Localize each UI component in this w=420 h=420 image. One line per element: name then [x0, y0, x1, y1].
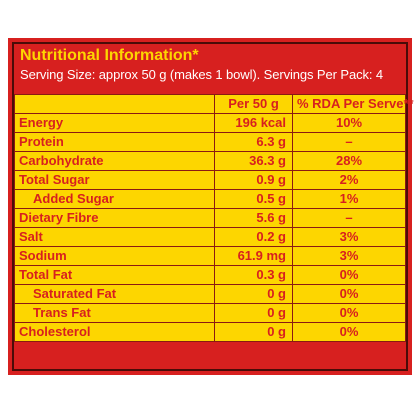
header-nutrient — [14, 94, 215, 114]
nutrient-name: Salt — [14, 227, 215, 247]
nutrient-per-serve: 5.6 g — [214, 208, 293, 228]
nutrient-name: Cholesterol — [14, 322, 215, 342]
table-row: Trans Fat 0 g 0% — [14, 303, 406, 323]
nutrient-rda: 0% — [292, 322, 406, 342]
table-row: Cholesterol 0 g 0% — [14, 322, 406, 342]
table-row: Salt 0.2 g 3% — [14, 227, 406, 247]
table-row: Sodium 61.9 mg 3% — [14, 246, 406, 266]
nutrient-rda: – — [292, 132, 406, 152]
nutrient-per-serve: 0.3 g — [214, 265, 293, 285]
nutrition-table: Per 50 g % RDA Per Serve** Energy 196 kc… — [14, 94, 414, 342]
nutrient-per-serve: 36.3 g — [214, 151, 293, 171]
nutrition-panel: Nutritional Information* Serving Size: a… — [8, 38, 414, 375]
nutrient-name: Sodium — [14, 246, 215, 266]
nutrient-name: Added Sugar — [14, 189, 215, 209]
table-row: Energy 196 kcal 10% — [14, 113, 406, 133]
nutrient-rda: 0% — [292, 265, 406, 285]
nutrient-rda: 10% — [292, 113, 406, 133]
table-header-row: Per 50 g % RDA Per Serve** — [14, 94, 414, 114]
nutrient-per-serve: 196 kcal — [214, 113, 293, 133]
nutrient-name: Energy — [14, 113, 215, 133]
nutrient-rda: 2% — [292, 170, 406, 190]
table-row: Added Sugar 0.5 g 1% — [14, 189, 406, 209]
nutrient-per-serve: 0.9 g — [214, 170, 293, 190]
nutrition-panel-border: Nutritional Information* Serving Size: a… — [12, 42, 414, 371]
nutrient-name: Dietary Fibre — [14, 208, 215, 228]
table-row: Saturated Fat 0 g 0% — [14, 284, 406, 304]
nutrient-per-serve: 0.5 g — [214, 189, 293, 209]
table-row: Total Sugar 0.9 g 2% — [14, 170, 406, 190]
nutrient-rda: 1% — [292, 189, 406, 209]
table-row: Carbohydrate 36.3 g 28% — [14, 151, 406, 171]
nutrient-name: Total Sugar — [14, 170, 215, 190]
nutrient-per-serve: 0 g — [214, 284, 293, 304]
table-row: Total Fat 0.3 g 0% — [14, 265, 406, 285]
nutrient-rda: 3% — [292, 227, 406, 247]
nutrient-name: Protein — [14, 132, 215, 152]
nutrient-per-serve: 0 g — [214, 322, 293, 342]
header-per-50g: Per 50 g — [214, 94, 293, 114]
nutrient-per-serve: 6.3 g — [214, 132, 293, 152]
nutrient-rda: 28% — [292, 151, 406, 171]
nutrient-name: Carbohydrate — [14, 151, 215, 171]
nutrient-per-serve: 0.2 g — [214, 227, 293, 247]
nutrient-rda: 3% — [292, 246, 406, 266]
nutrient-name: Saturated Fat — [14, 284, 215, 304]
nutrient-rda: 0% — [292, 284, 406, 304]
table-row: Dietary Fibre 5.6 g – — [14, 208, 406, 228]
nutrient-rda: 0% — [292, 303, 406, 323]
table-row: Protein 6.3 g – — [14, 132, 406, 152]
nutrient-rda: – — [292, 208, 406, 228]
serving-info: Serving Size: approx 50 g (makes 1 bowl)… — [20, 67, 384, 82]
nutrient-name: Trans Fat — [14, 303, 215, 323]
nutrient-per-serve: 61.9 mg — [214, 246, 293, 266]
nutrient-per-serve: 0 g — [214, 303, 293, 323]
panel-title: Nutritional Information* — [20, 47, 199, 64]
header-rda: % RDA Per Serve** — [292, 94, 414, 114]
nutrient-name: Total Fat — [14, 265, 215, 285]
